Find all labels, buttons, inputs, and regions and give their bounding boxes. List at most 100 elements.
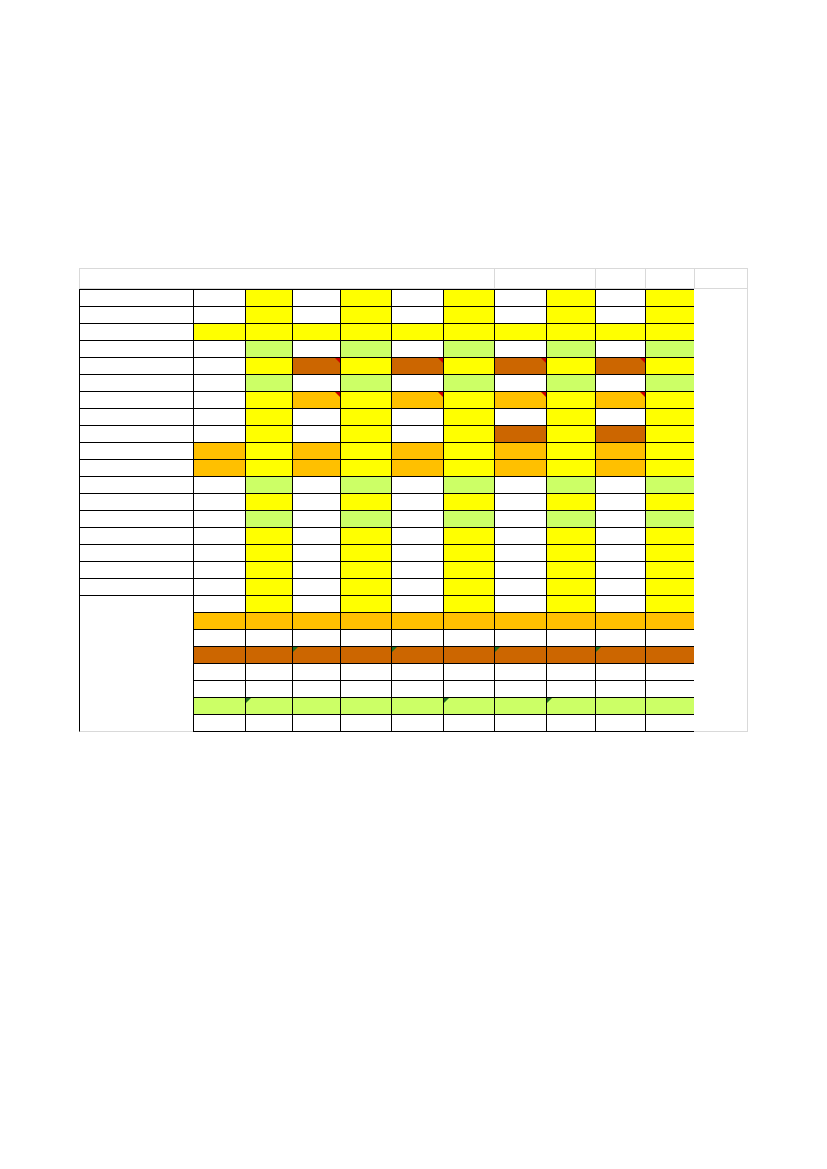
table-cell[interactable]: [443, 646, 495, 664]
table-cell[interactable]: [595, 697, 646, 715]
table-cell[interactable]: [546, 663, 596, 681]
table-cell[interactable]: [595, 544, 646, 562]
table-cell[interactable]: [292, 459, 341, 477]
table-cell[interactable]: [245, 493, 293, 511]
table-cell[interactable]: [595, 289, 646, 307]
table-cell[interactable]: [546, 680, 596, 698]
table-cell[interactable]: [292, 578, 341, 596]
table-cell[interactable]: [645, 544, 695, 562]
table-cell[interactable]: [79, 340, 194, 358]
empty-cell[interactable]: [694, 289, 748, 307]
table-cell[interactable]: [443, 374, 495, 392]
table-cell[interactable]: [340, 425, 392, 443]
table-cell[interactable]: [193, 680, 246, 698]
table-cell[interactable]: [391, 493, 444, 511]
table-cell[interactable]: [546, 629, 596, 647]
table-cell[interactable]: [340, 493, 392, 511]
empty-cell[interactable]: [694, 357, 748, 375]
table-cell[interactable]: [292, 493, 341, 511]
table-cell[interactable]: [193, 561, 246, 579]
table-cell[interactable]: [595, 646, 646, 664]
table-cell[interactable]: [391, 595, 444, 613]
empty-cell[interactable]: [694, 391, 748, 409]
table-cell[interactable]: [595, 459, 646, 477]
empty-cell[interactable]: [694, 442, 748, 460]
table-cell[interactable]: [546, 476, 596, 494]
table-cell[interactable]: [79, 323, 194, 341]
table-cell[interactable]: [292, 323, 341, 341]
table-cell[interactable]: [292, 646, 341, 664]
table-cell[interactable]: [494, 578, 547, 596]
table-cell[interactable]: [595, 578, 646, 596]
table-cell[interactable]: [292, 357, 341, 375]
table-cell[interactable]: [645, 646, 695, 664]
table-cell[interactable]: [595, 391, 646, 409]
table-cell[interactable]: [645, 595, 695, 613]
empty-cell[interactable]: [694, 425, 748, 443]
table-cell[interactable]: [443, 578, 495, 596]
table-cell[interactable]: [494, 306, 547, 324]
table-cell[interactable]: [595, 714, 646, 732]
table-cell[interactable]: [546, 697, 596, 715]
table-cell[interactable]: [494, 493, 547, 511]
table-cell[interactable]: [245, 612, 293, 630]
table-cell[interactable]: [546, 578, 596, 596]
table-cell[interactable]: [340, 646, 392, 664]
table-cell[interactable]: [595, 476, 646, 494]
table-cell[interactable]: [245, 357, 293, 375]
table-cell[interactable]: [391, 629, 444, 647]
table-cell[interactable]: [193, 459, 246, 477]
table-cell[interactable]: [546, 391, 596, 409]
table-cell[interactable]: [494, 544, 547, 562]
table-cell[interactable]: [595, 340, 646, 358]
table-cell[interactable]: [391, 340, 444, 358]
table-cell[interactable]: [245, 595, 293, 613]
table-cell[interactable]: [340, 595, 392, 613]
table-cell[interactable]: [443, 561, 495, 579]
table-cell[interactable]: [193, 374, 246, 392]
table-cell[interactable]: [546, 646, 596, 664]
table-cell[interactable]: [494, 527, 547, 545]
table-cell[interactable]: [245, 697, 293, 715]
table-cell[interactable]: [645, 612, 695, 630]
table-cell[interactable]: [245, 646, 293, 664]
table-cell[interactable]: [79, 663, 194, 681]
table-cell[interactable]: [391, 391, 444, 409]
table-cell[interactable]: [391, 578, 444, 596]
table-cell[interactable]: [193, 391, 246, 409]
table-cell[interactable]: [193, 612, 246, 630]
table-cell[interactable]: [494, 289, 547, 307]
table-cell[interactable]: [79, 374, 194, 392]
table-cell[interactable]: [546, 510, 596, 528]
table-cell[interactable]: [494, 595, 547, 613]
empty-cell[interactable]: [694, 578, 748, 596]
table-cell[interactable]: [292, 561, 341, 579]
empty-cell[interactable]: [694, 697, 748, 715]
table-cell[interactable]: [193, 306, 246, 324]
table-cell[interactable]: [443, 306, 495, 324]
empty-cell[interactable]: [694, 612, 748, 630]
empty-cell[interactable]: [694, 629, 748, 647]
table-cell[interactable]: [546, 374, 596, 392]
table-cell[interactable]: [340, 714, 392, 732]
table-cell[interactable]: [645, 442, 695, 460]
table-cell[interactable]: [292, 510, 341, 528]
table-cell[interactable]: [340, 680, 392, 698]
table-cell[interactable]: [494, 663, 547, 681]
empty-cell[interactable]: [694, 527, 748, 545]
table-cell[interactable]: [245, 510, 293, 528]
table-cell[interactable]: [494, 680, 547, 698]
table-cell[interactable]: [79, 629, 194, 647]
table-cell[interactable]: [443, 544, 495, 562]
table-cell[interactable]: [245, 527, 293, 545]
table-cell[interactable]: [645, 510, 695, 528]
table-cell[interactable]: [245, 578, 293, 596]
table-cell[interactable]: [245, 306, 293, 324]
table-cell[interactable]: [292, 374, 341, 392]
table-cell[interactable]: [645, 493, 695, 511]
empty-cell[interactable]: [694, 476, 748, 494]
table-cell[interactable]: [193, 527, 246, 545]
table-cell[interactable]: [292, 527, 341, 545]
table-cell[interactable]: [645, 680, 695, 698]
table-cell[interactable]: [443, 714, 495, 732]
